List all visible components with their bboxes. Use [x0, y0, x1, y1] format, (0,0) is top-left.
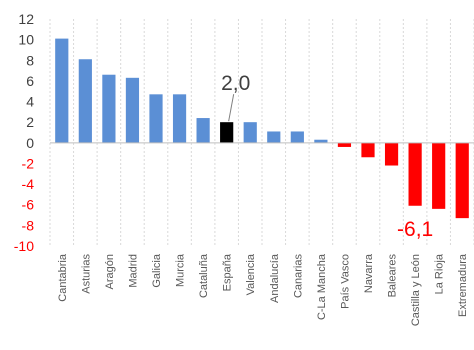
- bar: [125, 77, 140, 143]
- bar: [361, 142, 375, 158]
- category-label: Valencia: [245, 253, 257, 295]
- category-label: Madrid: [127, 254, 139, 288]
- grid-lines: [49, 19, 474, 246]
- category-label: Extremadura: [457, 253, 469, 317]
- bar: [149, 94, 163, 143]
- bar: [455, 142, 469, 219]
- bar: [220, 122, 234, 143]
- y-tick-label: 12: [18, 11, 34, 27]
- bar: [78, 59, 92, 143]
- y-tick-label: 4: [26, 94, 34, 110]
- annotation-label: 2,0: [221, 72, 250, 95]
- y-tick-label: -10: [14, 238, 34, 254]
- category-label: Cantabria: [57, 253, 69, 302]
- bar: [267, 131, 281, 143]
- category-label: Murcia: [175, 253, 187, 287]
- y-tick-label: -4: [22, 176, 35, 192]
- annotation-label: -6,1: [397, 218, 433, 241]
- category-label: España: [222, 253, 234, 291]
- bar: [55, 38, 69, 143]
- y-tick-label: 2: [26, 114, 34, 130]
- bars: [55, 38, 469, 219]
- category-label: La Rioja: [434, 253, 446, 294]
- bar: [172, 94, 187, 143]
- bar: [290, 131, 304, 143]
- category-label: Canarias: [292, 254, 304, 299]
- bar: [408, 142, 422, 206]
- annotations: 2,0 -6,1: [221, 72, 433, 241]
- y-tick-label: 8: [26, 52, 34, 68]
- category-label: Navarra: [363, 253, 375, 293]
- y-axis: 12 10 8 6 4 2 0 -2 -4 -6 -8 -10: [14, 11, 474, 254]
- bar: [102, 74, 116, 143]
- y-tick-label: 0: [26, 135, 34, 151]
- category-label: Asturias: [80, 254, 92, 294]
- category-label: Galicia: [151, 253, 163, 288]
- y-tick-label: -8: [22, 217, 35, 233]
- category-label: Castilla y León: [410, 254, 422, 326]
- y-tick-label: -6: [22, 197, 35, 213]
- category-label: País Vasco: [339, 254, 351, 309]
- bar: [337, 142, 352, 147]
- category-label: Aragón: [104, 254, 116, 289]
- y-tick-label: 10: [18, 32, 34, 48]
- annotation-leader-line: [228, 94, 235, 122]
- x-axis: Cantabria Asturias Aragón Madrid Galicia Murc…: [57, 253, 469, 326]
- category-label: Baleares: [387, 254, 399, 298]
- category-label: C-La Mancha: [316, 253, 328, 320]
- bar: [196, 118, 210, 143]
- y-tick-label: -2: [22, 155, 35, 171]
- bar: [384, 142, 399, 166]
- y-tick-label: 6: [26, 73, 34, 89]
- bar: [432, 142, 446, 209]
- category-label: Cataluña: [198, 253, 210, 298]
- bar: [314, 139, 328, 143]
- bar: [243, 122, 257, 143]
- category-label: Andalucía: [269, 253, 281, 303]
